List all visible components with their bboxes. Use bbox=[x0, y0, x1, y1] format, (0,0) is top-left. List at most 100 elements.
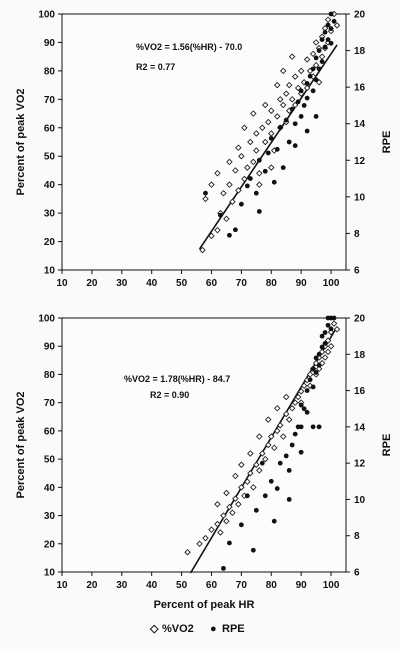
vo2-point bbox=[297, 67, 305, 75]
vo2-point bbox=[256, 433, 263, 440]
vo2-point bbox=[232, 472, 239, 480]
vo2-point bbox=[208, 232, 215, 240]
y-tick-label: 40 bbox=[44, 483, 56, 494]
vo2-point bbox=[282, 90, 290, 97]
y-tick-label: 10 bbox=[44, 266, 56, 277]
y2-tick-label: 6 bbox=[354, 568, 360, 579]
vo2-point bbox=[226, 181, 233, 188]
x-ticks-top: 10 20 30 40 50 60 70 80 90 100 bbox=[56, 270, 340, 289]
rpe-point bbox=[283, 117, 289, 123]
y-tick-label: 50 bbox=[44, 152, 56, 163]
vo2-point bbox=[333, 22, 341, 29]
x-tick-label: 90 bbox=[296, 278, 308, 289]
rpe-point bbox=[322, 341, 328, 346]
vo2-point bbox=[256, 467, 263, 474]
rpe-point bbox=[301, 103, 307, 108]
rpe-point bbox=[256, 209, 262, 214]
rpe-point bbox=[274, 486, 280, 491]
plot-area-bottom bbox=[61, 317, 347, 573]
y-ticks-bottom: 10 20 30 40 50 60 70 80 90 100 bbox=[38, 314, 62, 579]
rpe-point bbox=[238, 522, 244, 528]
x-tick-label: 10 bbox=[56, 580, 68, 591]
rpe-point bbox=[221, 565, 226, 571]
vo2-point bbox=[208, 181, 215, 188]
y-tick-label: 20 bbox=[44, 237, 56, 248]
rpe-point bbox=[247, 176, 253, 181]
vo2-point bbox=[253, 461, 260, 468]
vo2-point bbox=[262, 101, 269, 109]
rpe-point bbox=[203, 190, 208, 196]
y-tick-label: 50 bbox=[44, 455, 56, 466]
vo2-point bbox=[250, 158, 257, 166]
vo2-point bbox=[285, 81, 293, 89]
rpe-point bbox=[262, 168, 268, 174]
rpe-point bbox=[316, 66, 322, 72]
rpe-point bbox=[253, 190, 259, 196]
points-layer-top bbox=[199, 10, 341, 254]
x-axis-title-bottom: Percent of peak HR bbox=[154, 599, 255, 611]
rpe-point bbox=[328, 26, 334, 32]
rpe-point bbox=[238, 201, 244, 207]
equation-top: %VO2 = 1.56(%HR) - 70.0 bbox=[136, 42, 242, 52]
y2-tick-label: 14 bbox=[354, 422, 366, 433]
vo2-point bbox=[288, 53, 296, 60]
vo2-point bbox=[259, 124, 266, 132]
rpe-point bbox=[325, 37, 331, 42]
legend: ◇ %VO2 ● RPE bbox=[149, 623, 245, 635]
rpe-point bbox=[289, 106, 295, 112]
rpe-point bbox=[310, 88, 316, 94]
rpe-point bbox=[310, 366, 316, 372]
vo2-point bbox=[253, 130, 260, 137]
vo2-point bbox=[223, 489, 230, 497]
points-layer-bottom bbox=[184, 315, 341, 571]
vo2-point bbox=[268, 107, 275, 114]
vo2-point bbox=[321, 354, 329, 361]
rpe-point bbox=[319, 59, 325, 64]
vo2-point bbox=[238, 461, 245, 468]
rpe-point bbox=[304, 409, 310, 415]
rpe-point bbox=[292, 121, 298, 127]
vo2-point bbox=[244, 164, 251, 171]
y-tick-label: 90 bbox=[44, 342, 56, 353]
vo2-point bbox=[309, 50, 317, 58]
plot-area-top bbox=[61, 13, 347, 271]
vo2-point bbox=[312, 61, 320, 69]
vo2-point bbox=[265, 118, 272, 126]
rpe-point bbox=[244, 493, 250, 499]
rpe-point bbox=[227, 232, 232, 238]
y-tick-label: 70 bbox=[44, 95, 56, 106]
rpe-point bbox=[262, 493, 268, 499]
vo2-point bbox=[184, 549, 191, 556]
vo2-point bbox=[279, 101, 287, 109]
y2-tick-label: 6 bbox=[354, 266, 360, 277]
y-tick-label: 20 bbox=[44, 539, 56, 550]
vo2-point bbox=[294, 84, 302, 92]
vo2-point bbox=[226, 503, 233, 511]
vo2-point bbox=[318, 348, 326, 356]
x-tick-label: 80 bbox=[266, 278, 278, 289]
rpe-point bbox=[319, 37, 325, 42]
rpe-point bbox=[328, 326, 334, 332]
vo2-point bbox=[262, 455, 269, 463]
vo2-point bbox=[226, 158, 233, 166]
vo2-point bbox=[220, 189, 227, 197]
vo2-point bbox=[238, 484, 245, 491]
vo2-point bbox=[265, 441, 272, 449]
rpe-point bbox=[256, 157, 262, 163]
vo2-point bbox=[229, 198, 236, 205]
chart-bottom: 10 20 30 40 50 60 70 80 90 100 10 20 30 40 50 60 70 80 90… bbox=[15, 314, 393, 612]
vo2-point bbox=[241, 124, 248, 132]
chart-top: 10 20 30 40 50 60 70 80 90 100 10 20 30 40 50 60 70 80 90… bbox=[15, 10, 393, 290]
vo2-point bbox=[214, 520, 221, 528]
y2-tick-label: 10 bbox=[354, 495, 366, 506]
x-tick-label: 20 bbox=[86, 580, 98, 591]
vo2-point bbox=[279, 67, 287, 75]
rpe-point bbox=[310, 384, 316, 390]
y-tick-label: 90 bbox=[44, 38, 56, 49]
y-tick-label: 80 bbox=[44, 66, 56, 77]
rpe-point bbox=[322, 44, 328, 50]
vo2-point bbox=[324, 348, 332, 356]
rpe-point bbox=[295, 99, 301, 105]
vo2-point bbox=[276, 422, 284, 429]
y-tick-label: 100 bbox=[38, 10, 55, 21]
